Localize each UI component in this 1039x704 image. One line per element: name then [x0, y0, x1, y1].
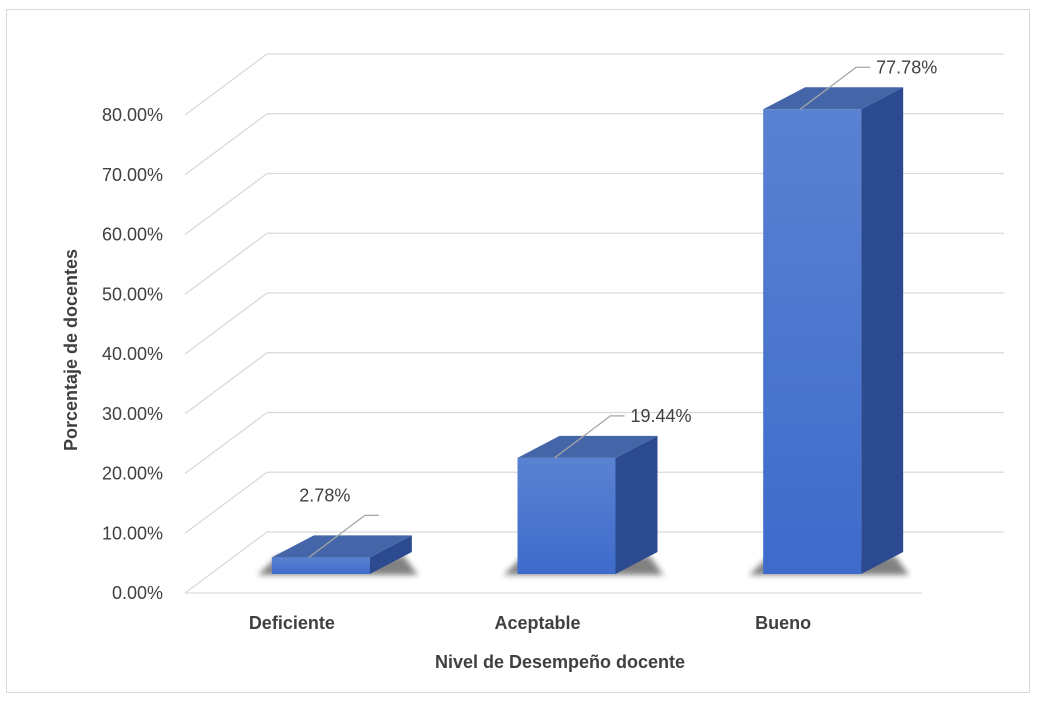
bar — [763, 109, 862, 575]
data-label: 2.78% — [299, 485, 350, 505]
bar — [517, 457, 616, 574]
x-category-label: Deficiente — [249, 613, 335, 633]
x-axis-categories: Deficiente Aceptable Bueno — [249, 613, 811, 633]
gridline-diagonal — [184, 352, 268, 415]
y-tick-label: 80.00% — [102, 105, 163, 125]
data-labels: 2.78% 19.44% 77.78% — [299, 57, 937, 558]
gridline-diagonal — [184, 172, 268, 236]
x-axis-title: Nivel de Desempeño docente — [435, 652, 685, 672]
bars — [257, 87, 910, 575]
data-label: 77.78% — [876, 57, 937, 77]
gridline-diagonal — [184, 471, 268, 534]
y-tick-label: 30.00% — [102, 404, 163, 424]
gridline-diagonal — [184, 411, 268, 475]
y-tick-label: 60.00% — [102, 225, 163, 245]
y-tick-label: 0.00% — [112, 583, 163, 603]
y-axis-title: Porcentaje de docentes — [61, 249, 81, 451]
gridline-diagonal — [184, 113, 268, 176]
x-category-label: Bueno — [755, 613, 811, 633]
data-label: 19.44% — [631, 406, 692, 426]
gridline-diagonal — [184, 531, 268, 594]
bar-top — [763, 87, 904, 110]
y-tick-label: 10.00% — [102, 523, 163, 543]
leader-line — [308, 514, 379, 558]
bar-side — [615, 435, 658, 574]
gridline-diagonal — [184, 53, 268, 116]
gridline-diagonal — [184, 232, 268, 295]
y-axis-ticks: 0.00% 10.00% 20.00% 30.00% 40.00% 50.00% 60.00… — [102, 105, 163, 603]
x-category-label: Aceptable — [494, 613, 580, 633]
bar-top — [517, 435, 658, 458]
leader-line — [554, 415, 625, 459]
bar-side — [369, 535, 412, 574]
y-tick-label: 40.00% — [102, 344, 163, 364]
bar-side — [861, 87, 904, 575]
leader-line — [799, 66, 871, 110]
gridline-diagonal — [184, 292, 268, 355]
y-tick-label: 20.00% — [102, 464, 163, 484]
y-tick-label: 50.00% — [102, 284, 163, 304]
bar-top — [271, 535, 412, 558]
bar — [271, 557, 370, 574]
y-tick-label: 70.00% — [102, 165, 163, 185]
